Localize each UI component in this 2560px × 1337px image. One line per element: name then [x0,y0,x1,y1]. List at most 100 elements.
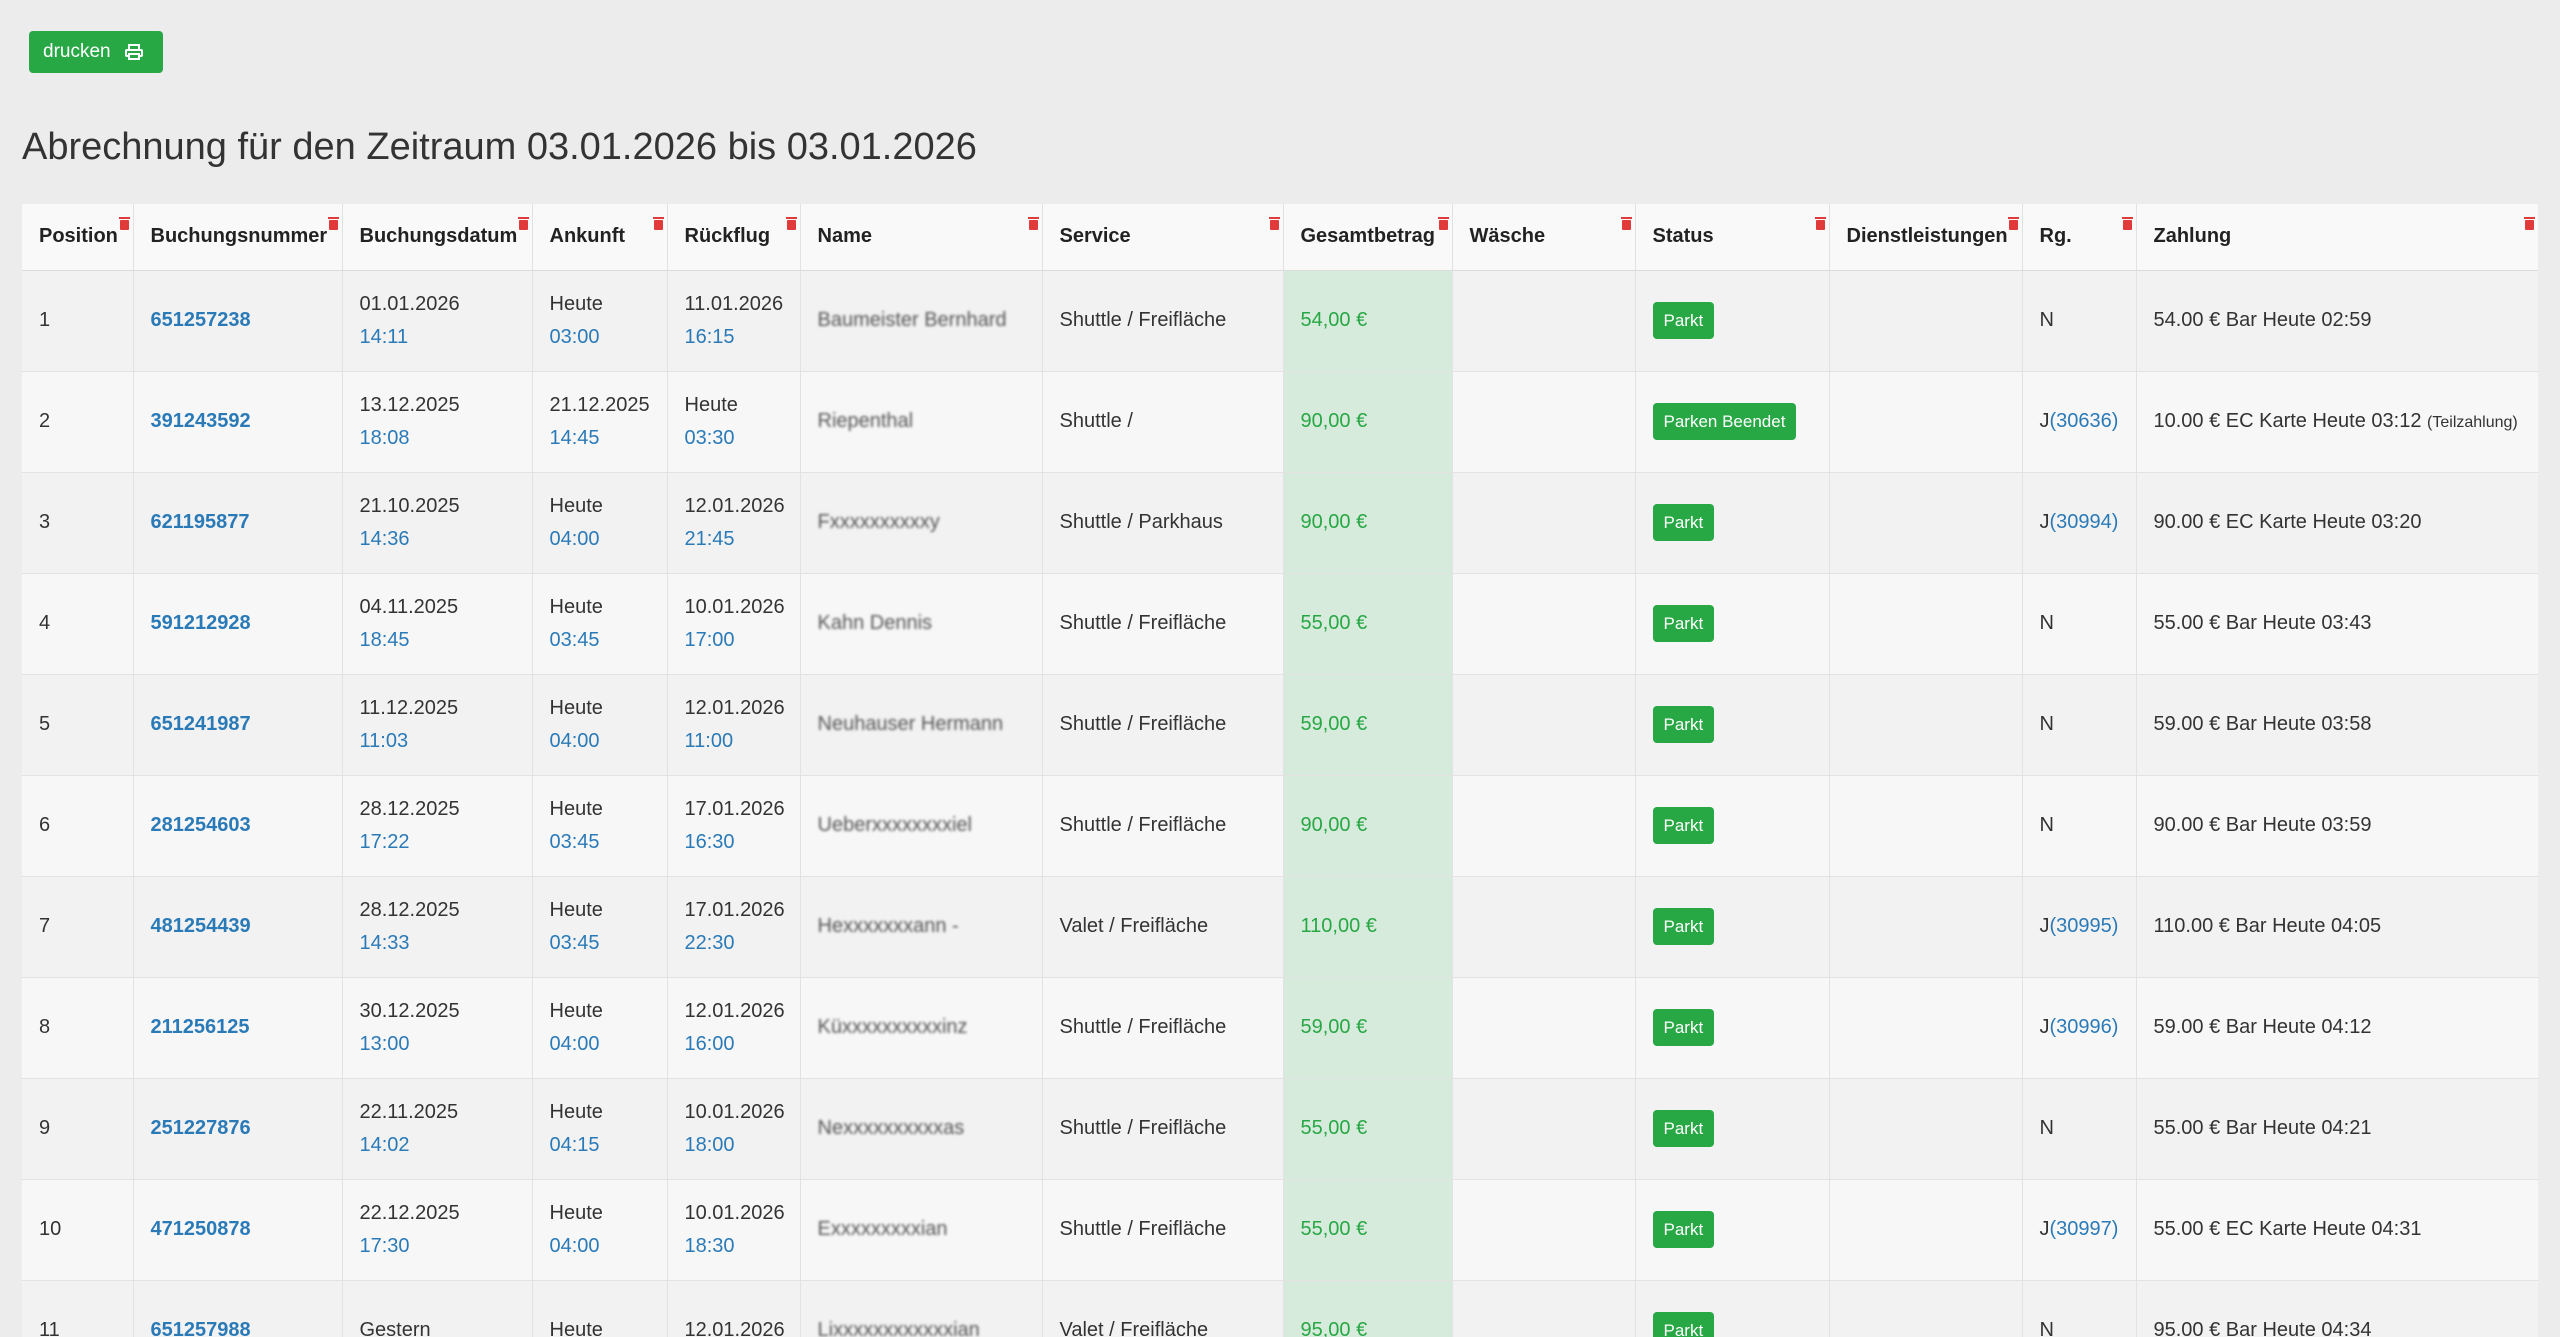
cell-services [1829,977,2023,1079]
invoice-link[interactable]: (30995) [2049,915,2119,937]
return-flight-value: 12.01.2026 [684,1319,785,1337]
status-badge[interactable]: Parkt [1652,1312,1715,1337]
invoice-link[interactable]: (30997) [2049,1218,2119,1240]
trash-icon[interactable] [118,216,131,231]
cell-arrival: Heute 03:00 [532,270,668,372]
table-row[interactable]: 11 651257988 Gestern Heute 12.01.2026 Lixxxxx… [22,1280,2538,1337]
arrival-stack: Heute 03:45 [550,591,667,657]
service-value: Shuttle / Freifläche [1059,309,1227,331]
column-header-services[interactable]: Dienstleistungen [1829,204,2023,271]
table-row[interactable]: 4 591212928 04.11.2025 18:45 Heute 03:45 10.01… [22,573,2538,675]
booking-number-link[interactable]: 391243592 [150,410,251,432]
column-header-date[interactable]: Buchungsdatum [342,204,533,271]
table-row[interactable]: 9 251227876 22.11.2025 14:02 Heute 04:15 10.01… [22,1078,2538,1180]
status-badge[interactable]: Parkt [1652,706,1715,743]
column-header-arrival[interactable]: Ankunft [532,204,668,271]
payment-value: 110.00 € Bar Heute 04:05 [2153,915,2382,937]
print-button[interactable]: drucken [29,31,163,73]
trash-icon[interactable] [1437,216,1450,231]
cell-booking-date: 28.12.2025 17:22 [342,775,533,877]
trash-icon[interactable] [327,216,340,231]
cell-return-flight: 12.01.2026 16:00 [667,977,801,1079]
booking-number-link[interactable]: 591212928 [150,612,251,634]
column-header-position[interactable]: Position [22,204,134,271]
trash-icon[interactable] [1814,216,1827,231]
cell-position: 4 [22,573,134,675]
trash-icon[interactable] [1620,216,1633,231]
table-row[interactable]: 7 481254439 28.12.2025 14:33 Heute 03:45 17.01… [22,876,2538,978]
table-row[interactable]: 6 281254603 28.12.2025 17:22 Heute 03:45 17.01… [22,775,2538,877]
booking-number-link[interactable]: 481254439 [150,915,251,937]
status-badge[interactable]: Parken Beendet [1652,403,1797,440]
table-row[interactable]: 1 651257238 01.01.2026 14:11 Heute 03:00 11.01… [22,270,2538,372]
column-header-return[interactable]: Rückflug [667,204,801,271]
trash-icon[interactable] [652,216,665,231]
position-value: 2 [39,410,51,432]
position-value: 7 [39,915,51,937]
status-badge[interactable]: Parkt [1652,302,1715,339]
table-row[interactable]: 10 471250878 22.12.2025 17:30 Heute 04:00 10.0… [22,1179,2538,1281]
cell-service: Shuttle / Freifläche [1042,775,1284,877]
cell-payment: 55.00 € Bar Heute 03:43 [2136,573,2538,675]
arrival-stack: Heute 04:00 [550,490,667,556]
status-badge[interactable]: Parkt [1652,1009,1715,1046]
arrival-value: Heute [549,1100,603,1123]
booking-number-link[interactable]: 211256125 [150,1016,250,1038]
booking-date-value: 22.12.2025 [359,1201,460,1224]
booking-number-link[interactable]: 651257238 [150,309,251,331]
status-badge[interactable]: Parkt [1652,504,1715,541]
booking-number-link[interactable]: 251227876 [150,1117,251,1139]
column-header-invoice[interactable]: Rg. [2022,204,2137,271]
return-flight-stack: 12.01.2026 16:00 [685,995,800,1061]
status-badge[interactable]: Parkt [1652,807,1715,844]
column-header-amount[interactable]: Gesamtbetrag [1283,204,1453,271]
status-badge[interactable]: Parkt [1652,1211,1715,1248]
cell-name: Riepenthal [800,371,1043,473]
customer-name: Lixxxxxxxxxxxxian [817,1319,980,1337]
table-row[interactable]: 3 621195877 21.10.2025 14:36 Heute 04:00 12.01… [22,472,2538,574]
table-row[interactable]: 8 211256125 30.12.2025 13:00 Heute 04:00 12.01… [22,977,2538,1079]
booking-date-time: 13:00 [359,1032,410,1055]
trash-icon[interactable] [1027,216,1040,231]
trash-icon[interactable] [517,216,530,231]
cell-arrival: Heute 03:45 [532,573,668,675]
status-badge[interactable]: Parkt [1652,1110,1715,1147]
trash-icon[interactable] [1268,216,1281,231]
column-header-status[interactable]: Status [1635,204,1830,271]
cell-name: Kahn Dennis [800,573,1043,675]
cell-status: Parkt [1635,876,1830,978]
table-row[interactable]: 5 651241987 11.12.2025 11:03 Heute 04:00 12.01… [22,674,2538,776]
invoice-link[interactable]: (30996) [2049,1016,2119,1038]
trash-icon[interactable] [2523,216,2536,231]
invoice-link[interactable]: (30636) [2049,410,2119,432]
booking-number-link[interactable]: 651257988 [150,1319,251,1337]
arrival-value: Heute [549,999,603,1022]
column-header-name[interactable]: Name [800,204,1043,271]
cell-payment: 90.00 € Bar Heute 03:59 [2136,775,2538,877]
cell-booking-number: 591212928 [133,573,343,675]
arrival-value: Heute [549,898,603,921]
column-header-payment[interactable]: Zahlung [2136,204,2538,271]
cell-position: 3 [22,472,134,574]
cell-return-flight: 17.01.2026 22:30 [667,876,801,978]
column-header-laundry[interactable]: Wäsche [1452,204,1636,271]
column-header-label: Service [1059,225,1131,248]
table-row[interactable]: 2 391243592 13.12.2025 18:08 21.12.2025 14:45… [22,371,2538,473]
trash-icon[interactable] [2007,216,2020,231]
arrival-time: 04:00 [549,527,600,550]
booking-number-link[interactable]: 471250878 [150,1218,251,1240]
trash-icon[interactable] [2121,216,2134,231]
invoice-link[interactable]: (30994) [2049,511,2119,533]
booking-number-link[interactable]: 621195877 [150,511,250,533]
column-header-booking[interactable]: Buchungsnummer [133,204,343,271]
booking-number-link[interactable]: 281254603 [150,814,251,836]
status-badge[interactable]: Parkt [1652,908,1715,945]
column-header-service[interactable]: Service [1042,204,1284,271]
cell-booking-date: Gestern [342,1280,533,1337]
service-value: Shuttle / Freifläche [1059,1016,1227,1038]
cell-services [1829,775,2023,877]
booking-number-link[interactable]: 651241987 [150,713,251,735]
trash-icon[interactable] [785,216,798,231]
status-badge[interactable]: Parkt [1652,605,1715,642]
